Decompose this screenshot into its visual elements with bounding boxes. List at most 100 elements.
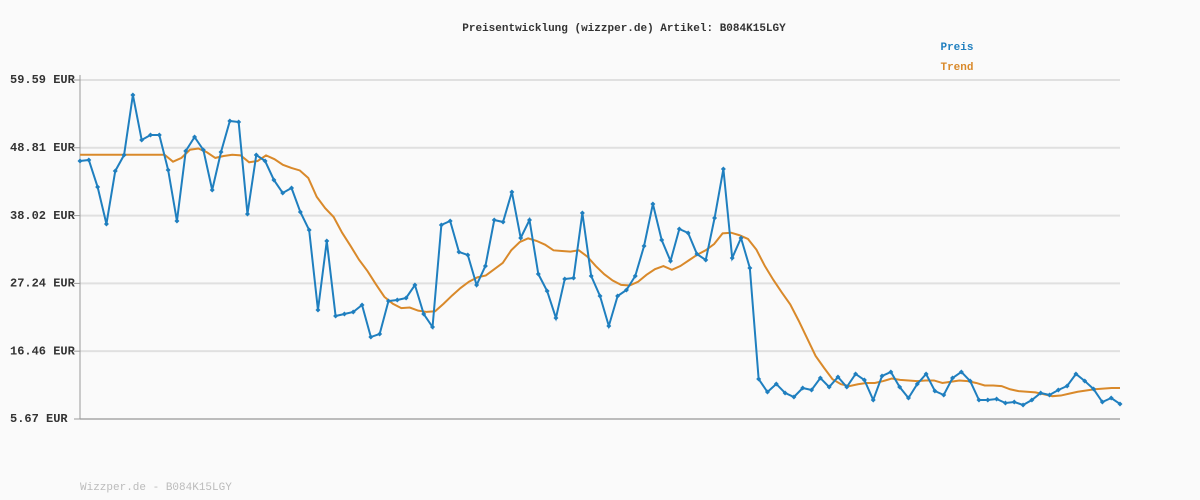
- point: [253, 152, 259, 158]
- point: [465, 252, 471, 258]
- point: [950, 375, 956, 381]
- point: [377, 331, 383, 337]
- point: [1002, 400, 1008, 406]
- point: [606, 323, 612, 329]
- point: [544, 288, 550, 294]
- point: [491, 217, 497, 223]
- point: [1046, 392, 1052, 398]
- point: [148, 132, 154, 138]
- y-tick-label: 38.02 EUR: [10, 209, 76, 223]
- point: [297, 209, 303, 215]
- point: [712, 215, 718, 221]
- y-tick-label: 16.46 EUR: [10, 344, 76, 358]
- point: [333, 313, 339, 319]
- point: [95, 184, 101, 190]
- point: [676, 226, 682, 232]
- point: [738, 235, 744, 241]
- point: [421, 311, 427, 317]
- point: [879, 373, 885, 379]
- point: [853, 371, 859, 377]
- point: [958, 369, 964, 375]
- point: [562, 276, 568, 282]
- point: [139, 137, 145, 143]
- point: [412, 282, 418, 288]
- y-tick-label: 48.81 EUR: [10, 141, 76, 155]
- point: [192, 134, 198, 140]
- point: [474, 282, 480, 288]
- point: [183, 148, 189, 154]
- point: [430, 324, 436, 330]
- point: [359, 302, 365, 308]
- point: [897, 384, 903, 390]
- point: [817, 375, 823, 381]
- point: [289, 185, 295, 191]
- point: [165, 167, 171, 173]
- point: [791, 394, 797, 400]
- point: [870, 397, 876, 403]
- point: [77, 158, 83, 164]
- point: [500, 219, 506, 225]
- y-tick-label: 59.59 EUR: [10, 73, 76, 87]
- point: [1082, 378, 1088, 384]
- point: [1055, 387, 1061, 393]
- point: [967, 378, 973, 384]
- point: [200, 147, 206, 153]
- point: [905, 395, 911, 401]
- point: [1091, 386, 1097, 392]
- point: [447, 218, 453, 224]
- point: [1073, 371, 1079, 377]
- point: [773, 381, 779, 387]
- point: [209, 187, 215, 193]
- point: [597, 293, 603, 299]
- point: [341, 311, 347, 317]
- point: [385, 298, 391, 304]
- point: [103, 221, 109, 227]
- point: [588, 273, 594, 279]
- point: [306, 227, 312, 233]
- point: [985, 397, 991, 403]
- point: [1038, 390, 1044, 396]
- point: [923, 371, 929, 377]
- y-tick-label: 5.67 EUR: [10, 412, 68, 426]
- point: [227, 118, 233, 124]
- point: [720, 166, 726, 172]
- point: [835, 374, 841, 380]
- point: [641, 243, 647, 249]
- point: [280, 190, 286, 196]
- point: [800, 385, 806, 391]
- point: [888, 369, 894, 375]
- point: [438, 222, 444, 228]
- chart-title: Preisentwicklung (wizzper.de) Artikel: B…: [462, 23, 786, 35]
- point: [218, 149, 224, 155]
- point: [121, 152, 127, 158]
- point: [623, 287, 629, 293]
- point: [553, 315, 559, 321]
- point: [579, 210, 585, 216]
- point: [994, 396, 1000, 402]
- point: [350, 309, 356, 315]
- point: [976, 397, 982, 403]
- point: [271, 177, 277, 183]
- point: [650, 201, 656, 207]
- point: [482, 263, 488, 269]
- point: [861, 377, 867, 383]
- legend-label: Preis: [940, 42, 973, 54]
- point: [236, 119, 242, 125]
- point: [694, 251, 700, 257]
- footer: Wizzper.de - B084K15LGY: [80, 482, 232, 494]
- point: [1011, 399, 1017, 405]
- point: [632, 273, 638, 279]
- point: [244, 211, 250, 217]
- point: [914, 381, 920, 387]
- point: [262, 158, 268, 164]
- point: [535, 271, 541, 277]
- point: [1117, 401, 1123, 407]
- point: [703, 257, 709, 263]
- point: [747, 265, 753, 271]
- point: [526, 217, 532, 223]
- point: [571, 275, 577, 281]
- point: [1064, 383, 1070, 389]
